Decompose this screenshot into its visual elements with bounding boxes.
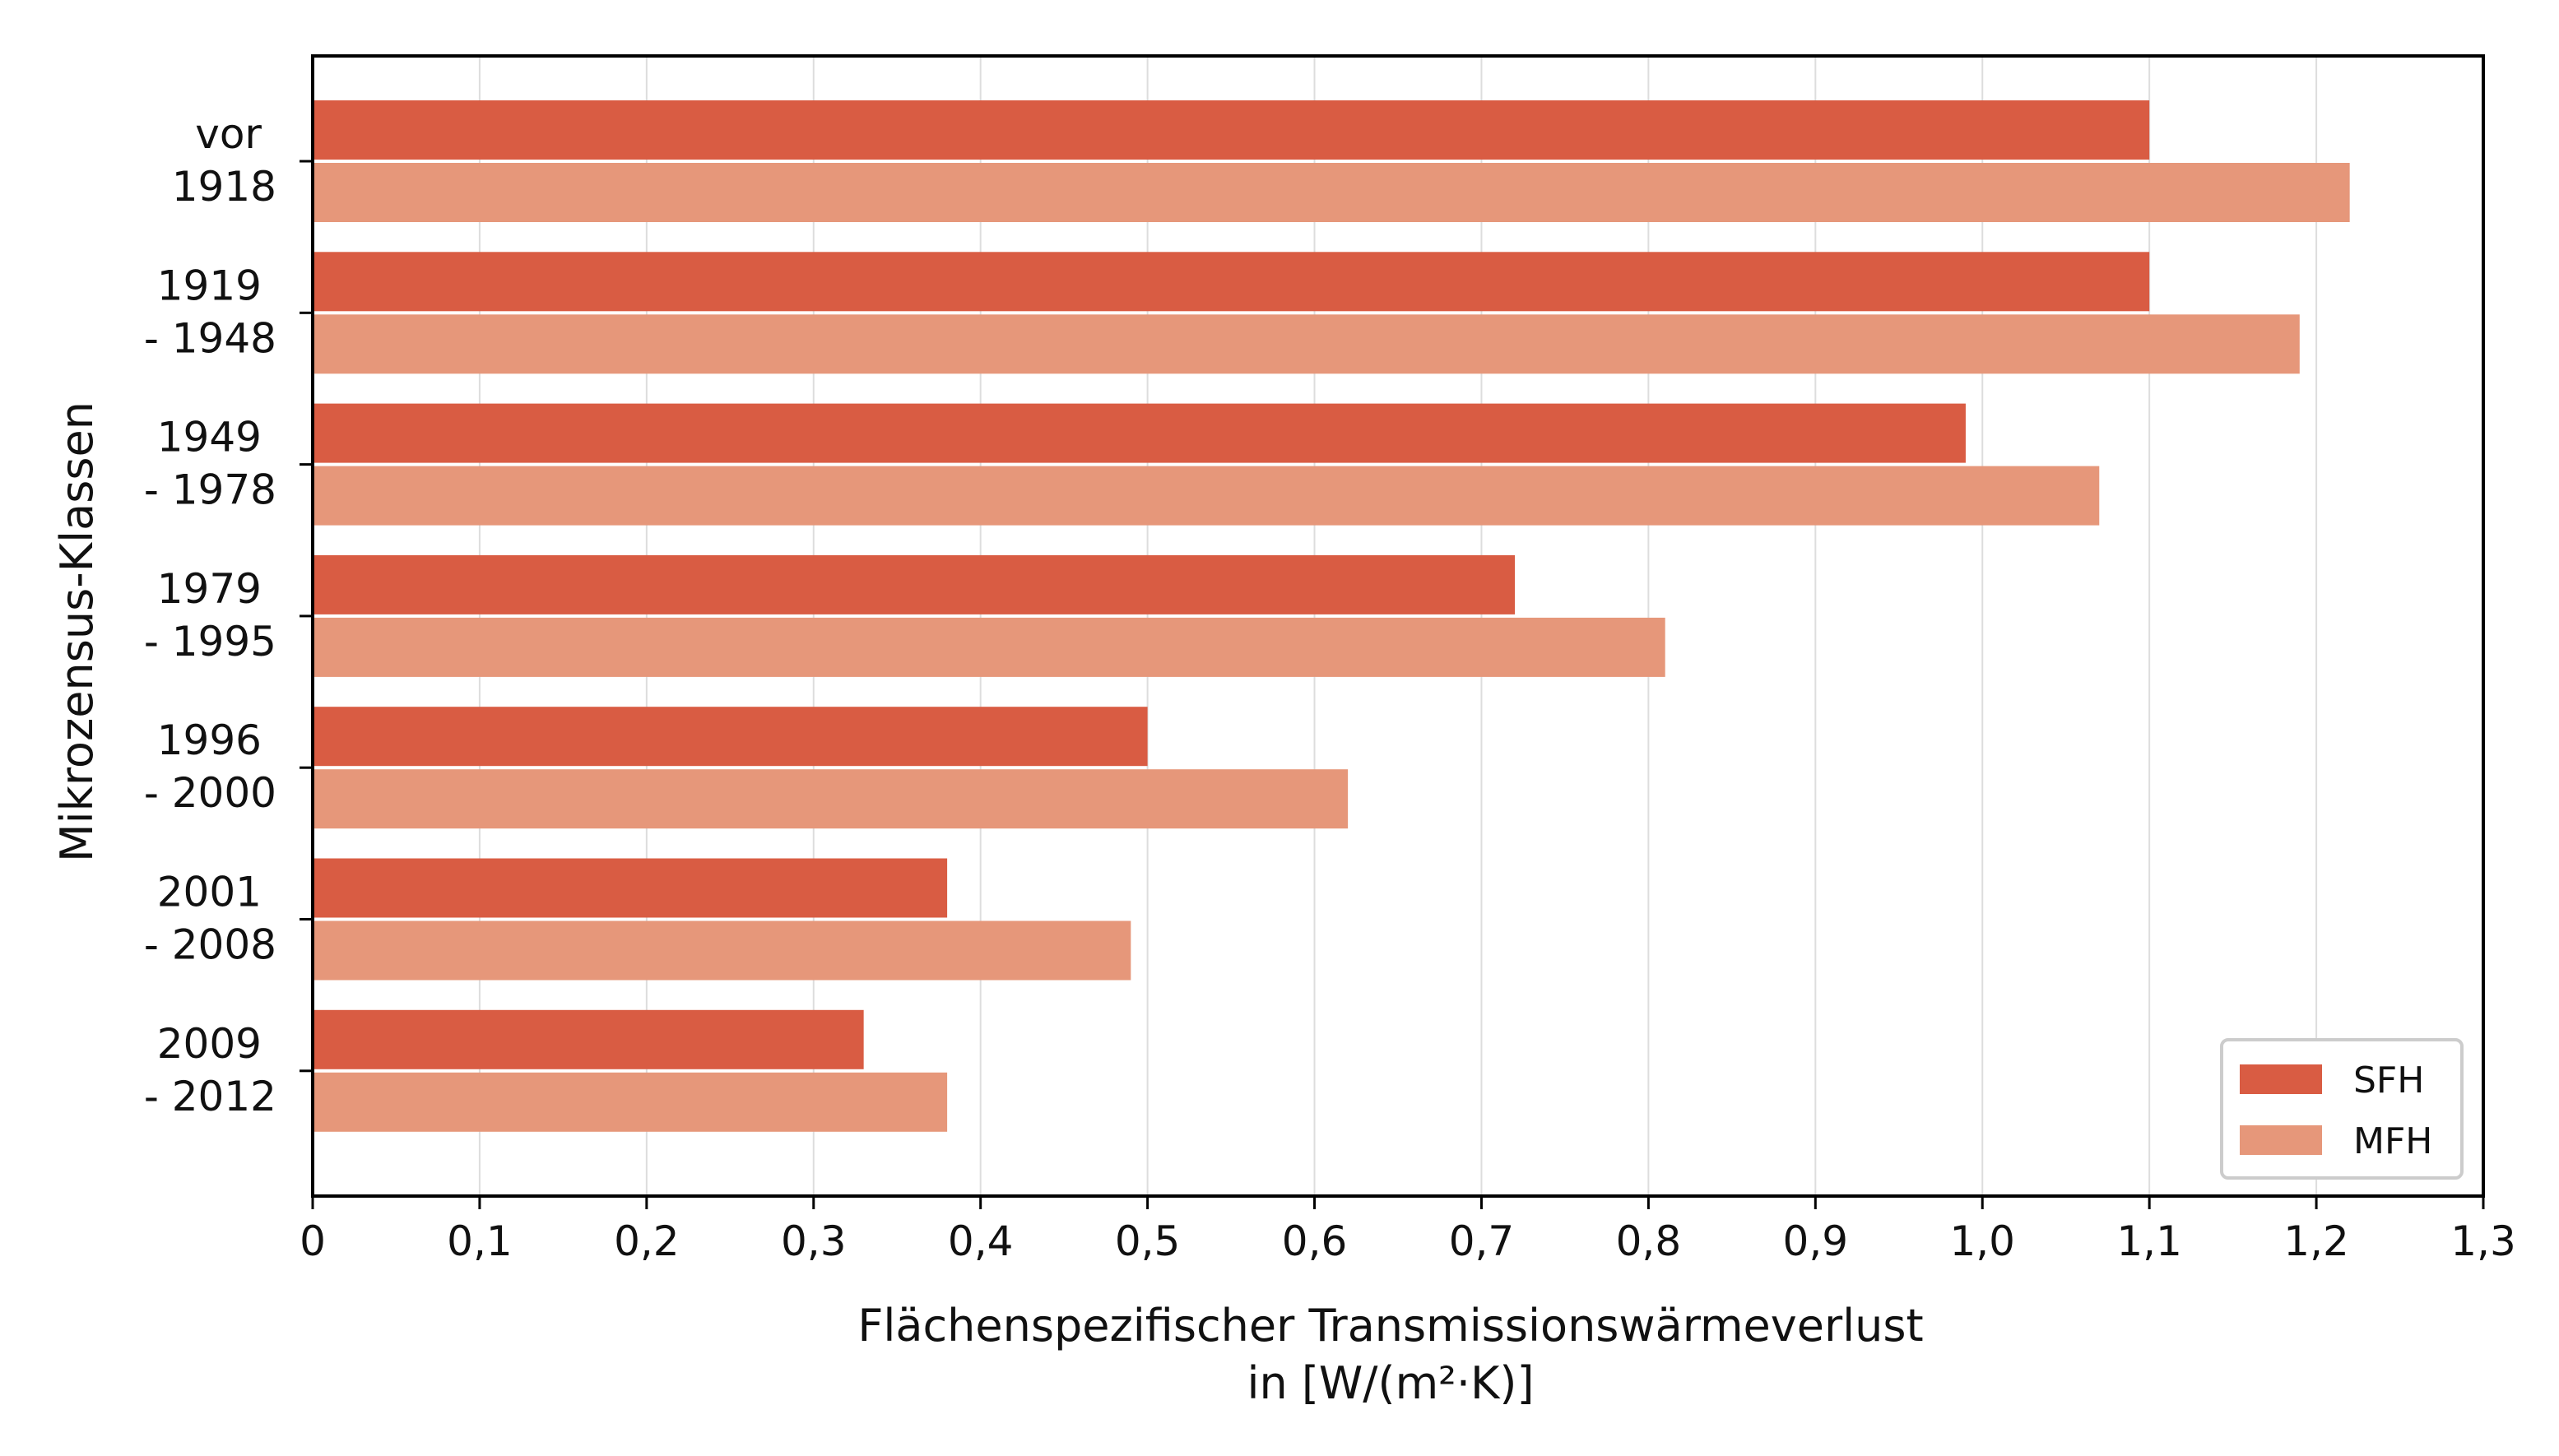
legend-label-sfh: SFH — [2353, 1060, 2424, 1101]
y-tick-label-line: - 2000 — [144, 769, 276, 817]
x-axis-title-line2: in [W/(m²·K)] — [1247, 1357, 1534, 1409]
x-tick-label: 0,7 — [1449, 1217, 1515, 1265]
bar-sfh — [313, 707, 1148, 767]
x-tick-label: 0,9 — [1783, 1217, 1849, 1265]
x-tick-label: 0,4 — [948, 1217, 1014, 1265]
legend-label-mfh: MFH — [2353, 1120, 2432, 1162]
bar-sfh — [313, 100, 2150, 160]
x-tick-label: 0 — [300, 1217, 326, 1265]
y-tick-label-line: 1949 — [157, 414, 262, 461]
legend-swatch-sfh — [2240, 1064, 2322, 1094]
y-tick-label: 1979 - 1995 — [144, 565, 276, 665]
bar-mfh — [313, 1072, 948, 1132]
y-tick-label-line: - 2008 — [144, 921, 276, 969]
y-axis-title: Mikrozensus-Klassen — [51, 401, 103, 862]
bar-mfh — [313, 466, 2100, 526]
x-tick-label: 0,2 — [614, 1217, 680, 1265]
x-tick-label: 1,3 — [2450, 1217, 2516, 1265]
x-tick-label: 0,5 — [1115, 1217, 1181, 1265]
x-tick-label: 0,6 — [1282, 1217, 1348, 1265]
y-tick-label: 1949 - 1978 — [144, 414, 276, 514]
x-tick-label: 0,1 — [447, 1217, 513, 1265]
x-tick-label: 1,0 — [1949, 1217, 2015, 1265]
bar-sfh — [313, 858, 948, 918]
y-tick-label: 2009 - 2012 — [144, 1020, 276, 1120]
plot-frame — [311, 54, 2485, 1198]
y-tick-label-line: - 1948 — [144, 314, 276, 362]
x-tick-label: 1,1 — [2116, 1217, 2182, 1265]
y-tick-label-line: 2001 — [157, 869, 262, 916]
x-axis-title-line1: Flächenspezifischer Transmissionswärmeve… — [857, 1300, 1923, 1352]
y-tick-label-line: vor — [195, 110, 262, 158]
legend: SFH MFH — [2220, 1038, 2464, 1180]
x-axis-title: Flächenspezifischer Transmissionswärmeve… — [857, 1300, 1923, 1409]
bar-sfh — [313, 403, 1966, 463]
bar-sfh — [313, 252, 2150, 312]
y-tick-label-line: 1979 — [157, 565, 262, 613]
x-tick-label: 1,2 — [2283, 1217, 2349, 1265]
y-tick-label-line: - 1978 — [144, 466, 276, 514]
y-tick-label-line: 1918 — [172, 163, 276, 211]
bar-mfh — [313, 314, 2300, 374]
bar-mfh — [313, 920, 1131, 981]
y-tick-label-line: 1919 — [157, 262, 262, 309]
bar-mfh — [313, 769, 1349, 829]
bar-mfh — [313, 163, 2350, 222]
y-tick-label-line: 2009 — [157, 1020, 262, 1068]
y-tick-label: vor 1918 — [172, 110, 276, 211]
x-axis-ticks: 0 0,1 0,2 0,3 0,4 0,5 0,6 0,7 0,8 0,9 1,0 1,1 1,2 1,3 — [300, 1196, 2516, 1265]
y-tick-label-line: 1996 — [157, 716, 262, 764]
y-tick-label: 1996 - 2000 — [144, 716, 276, 817]
bars — [313, 100, 2350, 1132]
x-tick-label: 0,3 — [781, 1217, 847, 1265]
y-tick-label-line: - 2012 — [144, 1073, 276, 1120]
bar-sfh — [313, 554, 1516, 614]
y-axis-ticks: vor 1918 1919 - 1948 1949 - 1978 1979 - 1995 199… — [144, 110, 313, 1120]
y-tick-label: 2001 - 2008 — [144, 869, 276, 969]
y-tick-label-line: - 1995 — [144, 618, 276, 665]
bar-mfh — [313, 617, 1665, 677]
y-tick-label: 1919 - 1948 — [144, 262, 276, 362]
bar-sfh — [313, 1009, 864, 1069]
x-tick-label: 0,8 — [1616, 1217, 1682, 1265]
legend-swatch-mfh — [2240, 1125, 2322, 1155]
